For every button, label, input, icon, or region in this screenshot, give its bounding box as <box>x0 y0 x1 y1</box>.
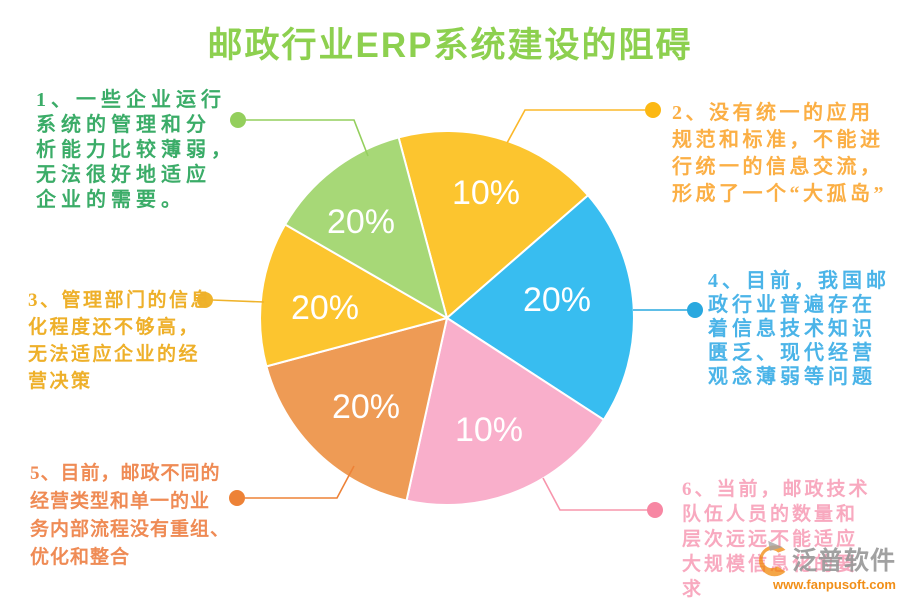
callout-dot-6 <box>647 502 663 518</box>
callout-4: 4、目前，我国邮 政行业普遍存在 着信息技术知识 匮乏、现代经营 观念薄弱等问题 <box>708 270 890 388</box>
callout-3: 3、管理部门的信息 化程度还不够高， 无法适应企业的经 营决策 <box>28 290 213 392</box>
slice-label-6: 20% <box>327 203 395 241</box>
callout-dot-1 <box>230 112 246 128</box>
callout-2: 2、没有统一的应用 规范和标准，不能进 行统一的信息交流， 形成了一个“大孤岛” <box>672 102 887 205</box>
slice-label-5: 20% <box>291 289 359 327</box>
fanpu-logo-icon <box>759 540 786 577</box>
slice-label-3: 10% <box>455 411 523 449</box>
callout-dot-4 <box>687 302 703 318</box>
callout-line-2 <box>506 109 645 144</box>
callout-6: 6、当前，邮政技术 队伍人员的数量和 层次远远不能适应 大规模信息化的要 求 <box>682 479 871 600</box>
watermark: 泛普软件 www.fanpusoft.com <box>751 539 896 592</box>
callout-dot-5 <box>229 490 245 506</box>
pie-slice-3 <box>405 317 605 506</box>
watermark-brand: 泛普软件 <box>791 547 896 575</box>
slice-label-1: 10% <box>452 174 520 212</box>
page-title: 邮政行业ERP系统建设的阻碍 <box>207 26 693 65</box>
callout-line-1 <box>246 119 369 157</box>
pie-slice-4 <box>265 317 448 502</box>
callout-line-6 <box>542 477 648 511</box>
pie-slice-2 <box>446 194 635 421</box>
watermark-row: 泛普软件 <box>751 539 896 579</box>
callout-dot-3 <box>197 292 213 308</box>
pie-slice-5 <box>259 223 448 368</box>
callout-line-3 <box>211 299 265 303</box>
callout-1: 1、一些企业运行 系统的管理和分 析能力比较薄弱， 无法很好地适应 企业的需要。 <box>36 89 236 211</box>
callout-line-5 <box>245 465 355 499</box>
watermark-url: www.fanpusoft.com <box>772 577 896 592</box>
callout-dot-2 <box>645 102 661 118</box>
callout-5: 5、目前，邮政不同的 经营类型和单一的业 务内部流程没有重组、 优化和整合 <box>30 463 231 568</box>
slice-label-2: 20% <box>523 281 591 319</box>
pie-slice-6 <box>284 136 448 319</box>
slice-label-4: 20% <box>332 388 400 426</box>
pie-slice-1 <box>397 130 590 319</box>
